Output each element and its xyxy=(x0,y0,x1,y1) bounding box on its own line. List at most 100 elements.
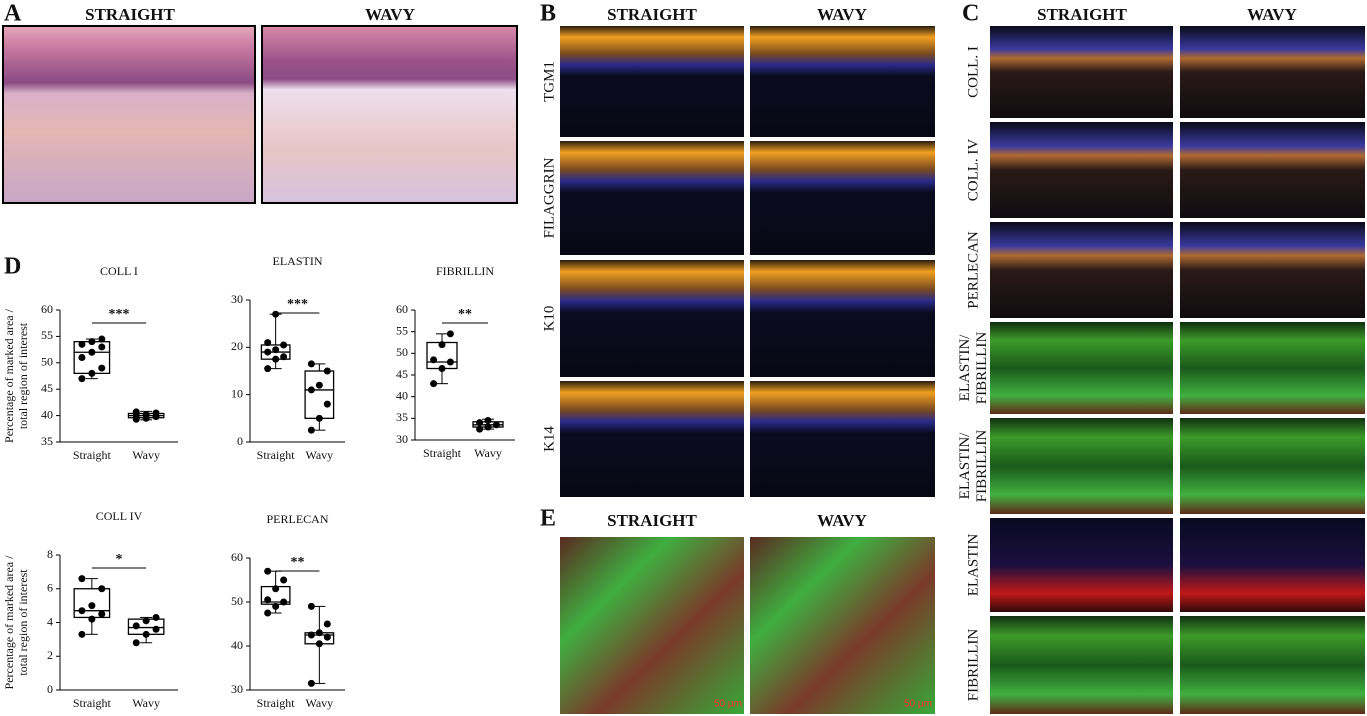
data-point xyxy=(492,421,500,429)
significance-label: *** xyxy=(287,297,308,312)
data-point xyxy=(280,598,288,606)
y-tick-label: 50 xyxy=(396,345,408,359)
data-point xyxy=(78,340,86,348)
data-point xyxy=(152,625,160,633)
data-point xyxy=(272,310,280,318)
chart-title: FIBRILLIN xyxy=(436,264,494,278)
y-tick-label: 35 xyxy=(41,434,53,448)
micrograph xyxy=(560,141,744,255)
data-point xyxy=(484,417,492,424)
y-tick-label: 20 xyxy=(231,339,243,353)
y-tick-label: 30 xyxy=(396,432,408,446)
data-point xyxy=(88,369,96,377)
data-point xyxy=(78,575,86,583)
data-point xyxy=(476,425,484,433)
micrograph xyxy=(1180,222,1365,318)
panel-label: C xyxy=(962,1,979,27)
data-point xyxy=(438,365,446,372)
row-label: COLL. IV xyxy=(965,139,981,202)
data-point xyxy=(315,640,323,648)
panel-label: A xyxy=(4,1,22,27)
y-axis-label: Percentage of marked area / xyxy=(2,555,16,690)
significance-label: ** xyxy=(458,307,472,322)
data-point xyxy=(438,341,446,349)
data-point xyxy=(78,375,86,383)
y-tick-label: 45 xyxy=(41,381,53,395)
data-point xyxy=(307,602,315,610)
data-point xyxy=(446,358,454,366)
scale-bar-label: 50 µm xyxy=(714,699,742,710)
data-point xyxy=(264,339,272,347)
data-point xyxy=(78,630,86,638)
y-tick-label: 30 xyxy=(231,292,243,306)
column-header: STRAIGHT xyxy=(607,5,697,24)
data-point xyxy=(272,346,280,354)
x-tick-label: Wavy xyxy=(474,446,502,460)
chart-title: ELASTIN xyxy=(273,254,323,268)
micrograph xyxy=(1180,616,1365,714)
x-tick-label: Straight xyxy=(257,696,296,710)
panel-label: B xyxy=(540,1,556,27)
significance-label: * xyxy=(116,552,123,567)
data-point xyxy=(307,426,315,434)
row-label: PERLECAN xyxy=(965,231,981,309)
row-label: TGM1 xyxy=(541,61,557,102)
y-tick-label: 40 xyxy=(41,407,53,421)
data-point xyxy=(315,381,323,389)
column-header: WAVY xyxy=(1247,5,1297,24)
micrograph xyxy=(1180,26,1365,118)
x-tick-label: Wavy xyxy=(132,448,160,462)
y-tick-label: 50 xyxy=(41,355,53,369)
chart-title: COLL I xyxy=(100,264,138,278)
micrograph xyxy=(990,518,1173,612)
y-tick-label: 60 xyxy=(231,550,243,564)
micrograph xyxy=(560,26,744,137)
micrograph xyxy=(990,616,1173,714)
data-point xyxy=(280,576,288,584)
data-point xyxy=(264,567,272,575)
micrograph xyxy=(560,260,744,377)
y-axis-label: Percentage of marked area / xyxy=(2,308,16,443)
chart-title: PERLECAN xyxy=(266,512,328,526)
box xyxy=(304,370,335,419)
micrograph xyxy=(990,418,1173,514)
significance-label: ** xyxy=(291,555,305,570)
x-tick-label: Wavy xyxy=(132,696,160,710)
y-tick-label: 40 xyxy=(231,638,243,652)
data-point xyxy=(307,386,315,394)
data-point xyxy=(98,335,106,343)
data-point xyxy=(272,602,280,610)
data-point xyxy=(142,630,150,638)
data-point xyxy=(264,596,272,604)
y-tick-label: 0 xyxy=(47,682,53,696)
data-point xyxy=(280,353,288,361)
panel-label: E xyxy=(540,506,556,532)
data-point xyxy=(323,620,331,628)
data-point xyxy=(98,585,106,593)
data-point xyxy=(88,615,96,623)
data-point xyxy=(78,354,86,362)
y-tick-label: 55 xyxy=(396,323,408,337)
data-point xyxy=(132,408,140,416)
data-point xyxy=(307,679,315,687)
data-point xyxy=(142,411,150,419)
scale-bar-label: 50 µm xyxy=(904,699,932,710)
micrograph xyxy=(990,322,1173,414)
micrograph xyxy=(750,381,935,497)
data-point xyxy=(88,602,96,610)
data-point xyxy=(98,610,106,618)
column-header: STRAIGHT xyxy=(607,511,697,530)
x-tick-label: Wavy xyxy=(305,696,333,710)
data-point xyxy=(264,365,272,373)
data-point xyxy=(307,360,315,368)
data-point xyxy=(430,380,438,388)
data-point xyxy=(98,364,106,372)
y-tick-label: 0 xyxy=(237,434,243,448)
y-tick-label: 2 xyxy=(47,648,53,662)
chart-title: COLL IV xyxy=(96,509,143,523)
y-tick-label: 30 xyxy=(231,682,243,696)
micrograph xyxy=(1180,418,1365,514)
y-axis-label: total region of interest xyxy=(16,322,30,429)
data-point xyxy=(315,629,323,637)
